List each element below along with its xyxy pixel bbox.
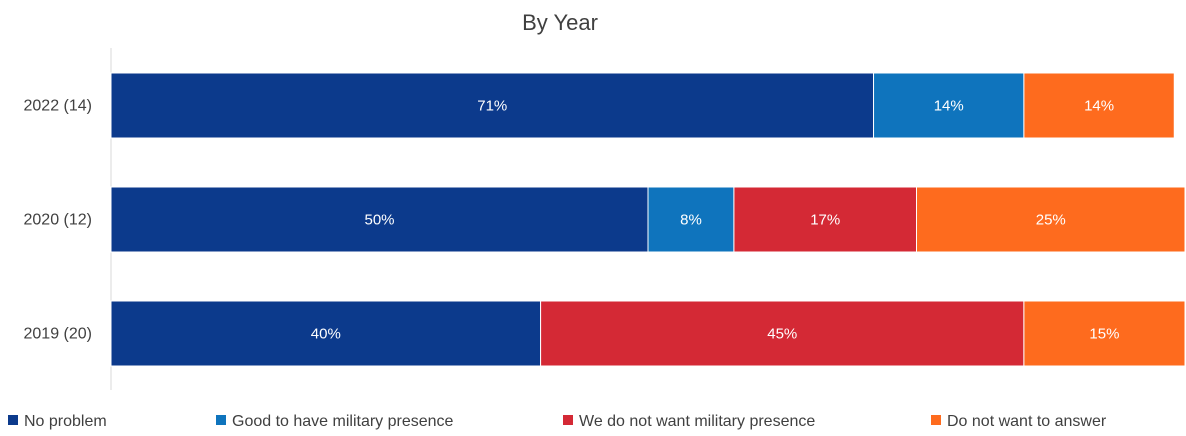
bar-segment	[873, 72, 1025, 139]
bar-segment	[916, 186, 1186, 253]
data-label: 15%	[1089, 326, 1119, 343]
legend-swatch	[563, 415, 573, 425]
legend-label: Do not want to answer	[947, 413, 1107, 430]
data-label: 8%	[680, 212, 702, 229]
category-label: 2022 (14)	[24, 98, 93, 115]
data-label: 14%	[934, 98, 964, 115]
legend-label: We do not want military presence	[579, 413, 815, 430]
bar-segment	[1023, 72, 1175, 139]
category-label: 2019 (20)	[24, 326, 93, 343]
data-label: 50%	[364, 212, 394, 229]
bar-segment	[540, 300, 1025, 367]
bars-layer: 2022 (14) 71% 14% 14% 2020 (12) 50% 8% 17% 25% 20…	[24, 72, 1186, 367]
bar-segment	[110, 72, 875, 139]
data-label: 71%	[477, 98, 507, 115]
bar-segment	[1023, 300, 1186, 367]
legend-swatch	[216, 415, 226, 425]
data-label: 17%	[810, 212, 840, 229]
legend-swatch	[931, 415, 941, 425]
legend-swatch	[8, 415, 18, 425]
legend-label: Good to have military presence	[232, 413, 454, 430]
category-label: 2020 (12)	[24, 212, 93, 229]
data-label: 45%	[767, 326, 797, 343]
legend: No problem Good to have military presence…	[8, 413, 1107, 430]
bar-segment	[110, 300, 542, 367]
data-label: 25%	[1036, 212, 1066, 229]
bar-segment	[733, 186, 917, 253]
chart-title: By Year	[522, 10, 598, 35]
legend-label: No problem	[24, 413, 107, 430]
data-label: 40%	[311, 326, 341, 343]
data-label: 14%	[1084, 98, 1114, 115]
